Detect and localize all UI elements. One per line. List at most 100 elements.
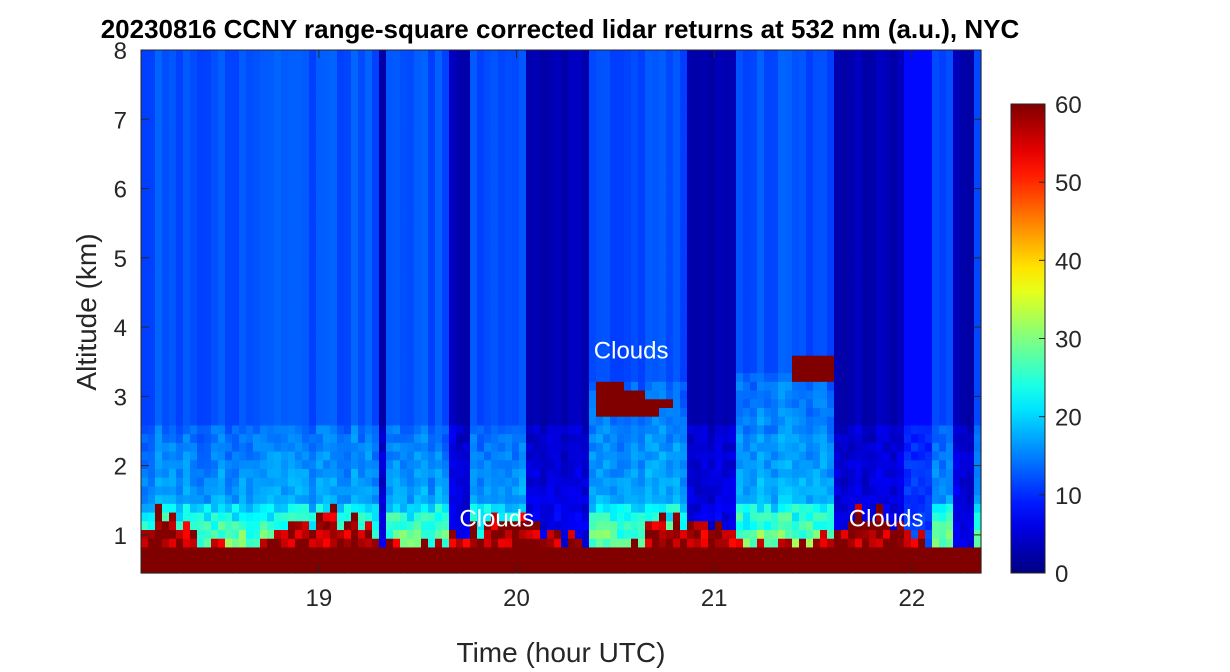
heatmap-cell (582, 320, 590, 330)
heatmap-cell (687, 206, 695, 217)
heatmap-cell (561, 206, 569, 217)
heatmap-cell (295, 128, 303, 138)
heatmap-cell (365, 529, 373, 539)
heatmap-cell (407, 285, 415, 295)
heatmap-cell (624, 154, 632, 164)
heatmap-cell (309, 233, 317, 243)
heatmap-cell (190, 529, 198, 539)
heatmap-cell (428, 102, 436, 112)
heatmap-cell (232, 172, 240, 182)
heatmap-cell (477, 450, 485, 461)
heatmap-cell (575, 119, 583, 130)
heatmap-cell (638, 84, 646, 95)
heatmap-cell (169, 407, 177, 417)
heatmap-cell (197, 529, 205, 539)
heatmap-cell (211, 442, 219, 452)
heatmap-cell (645, 546, 653, 557)
heatmap-cell (274, 337, 282, 347)
heatmap-cell (596, 477, 604, 487)
heatmap-cell (666, 346, 674, 356)
heatmap-cell (456, 555, 464, 565)
heatmap-cell (281, 189, 289, 199)
heatmap-cell (554, 145, 562, 156)
heatmap-cell (232, 503, 240, 513)
heatmap-cell (183, 198, 191, 208)
heatmap-cell (267, 564, 275, 574)
heatmap-cell (498, 206, 506, 217)
heatmap-cell (162, 154, 170, 164)
heatmap-cell (561, 102, 569, 112)
heatmap-cell (141, 381, 149, 391)
heatmap-cell (477, 50, 485, 60)
heatmap-cell (225, 477, 233, 487)
heatmap-cell (302, 538, 310, 548)
heatmap-cell (309, 250, 317, 260)
heatmap-cell (337, 320, 345, 330)
heatmap-cell (722, 520, 730, 531)
heatmap-cell (617, 442, 625, 452)
heatmap-cell (330, 67, 338, 77)
heatmap-cell (295, 389, 303, 400)
heatmap-cell (232, 416, 240, 426)
heatmap-cell (267, 67, 275, 77)
heatmap-cell (246, 398, 254, 408)
heatmap-cell (302, 241, 310, 252)
heatmap-cell (645, 389, 653, 400)
heatmap-cell (652, 407, 660, 417)
heatmap-cell (547, 145, 555, 156)
heatmap-cell (596, 311, 604, 321)
heatmap-cell (722, 485, 730, 496)
heatmap-cell (365, 233, 373, 243)
heatmap-cell (267, 259, 275, 269)
heatmap-cell (386, 311, 394, 321)
heatmap-cell (407, 320, 415, 330)
heatmap-cell (673, 355, 681, 365)
heatmap-cell (666, 189, 674, 199)
heatmap-cell (260, 372, 268, 382)
heatmap-cell (617, 320, 625, 330)
heatmap-cell (162, 119, 170, 130)
heatmap-cell (582, 285, 590, 295)
heatmap-cell (351, 294, 359, 304)
heatmap-cell (218, 84, 226, 95)
heatmap-cell (596, 564, 604, 574)
heatmap-cell (162, 363, 170, 374)
heatmap-cell (568, 302, 576, 313)
heatmap-cell (645, 250, 653, 260)
heatmap-cell (442, 389, 450, 400)
heatmap-cell (624, 145, 632, 156)
heatmap-cell (316, 276, 324, 286)
heatmap-cell (407, 145, 415, 156)
heatmap-cell (680, 267, 688, 278)
heatmap-cell (547, 250, 555, 260)
heatmap-cell (358, 355, 366, 365)
heatmap-cell (281, 93, 289, 103)
heatmap-cell (309, 494, 317, 504)
heatmap-cell (596, 407, 604, 417)
heatmap-cell (498, 398, 506, 408)
heatmap-cell (624, 381, 632, 391)
heatmap-cell (295, 76, 303, 86)
heatmap-cell (624, 450, 632, 461)
heatmap-cell (638, 241, 646, 252)
heatmap-cell (715, 111, 723, 121)
heatmap-cell (309, 468, 317, 478)
heatmap-cell (393, 416, 401, 426)
heatmap-cell (624, 67, 632, 77)
heatmap-cell (666, 119, 674, 130)
heatmap-cell (666, 311, 674, 321)
heatmap-cell (680, 50, 688, 60)
heatmap-cell (435, 154, 443, 164)
heatmap-cell (141, 424, 149, 435)
heatmap-cell (267, 180, 275, 191)
heatmap-cell (386, 424, 394, 435)
heatmap-cell (512, 459, 520, 469)
heatmap-cell (288, 145, 296, 156)
heatmap-cell (246, 320, 254, 330)
heatmap-cell (239, 119, 247, 130)
heatmap-cell (526, 145, 534, 156)
heatmap-cell (351, 346, 359, 356)
heatmap-cell (442, 119, 450, 130)
heatmap-cell (330, 511, 338, 522)
heatmap-cell (659, 267, 667, 278)
